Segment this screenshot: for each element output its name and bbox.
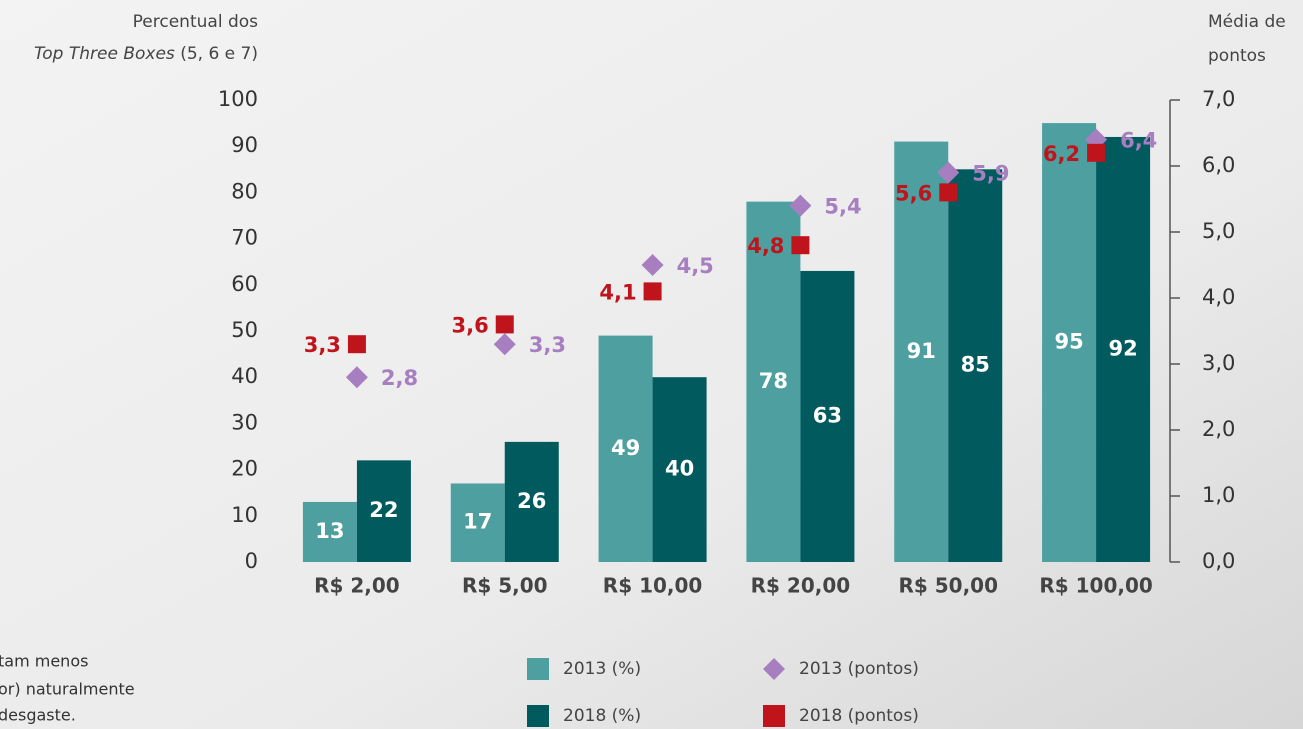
y-tick-label: 0 xyxy=(245,549,258,573)
y-tick-label: 70 xyxy=(231,226,258,250)
square-marker xyxy=(1087,144,1105,162)
x-tick-label: R$ 50,00 xyxy=(898,574,998,598)
square-marker xyxy=(496,315,514,333)
annotation: or) naturalmente xyxy=(0,680,135,699)
x-tick-label: R$ 5,00 xyxy=(462,574,548,598)
y2-tick-label: 0,0 xyxy=(1202,549,1235,573)
annotation: tam menos xyxy=(0,652,88,671)
bar-value-label: 91 xyxy=(907,339,936,363)
legend-label: 2018 (pontos) xyxy=(799,706,919,726)
y-tick-label: 40 xyxy=(231,364,258,388)
bar-value-label: 22 xyxy=(369,498,398,522)
point-value-label: 3,3 xyxy=(529,333,566,357)
square-marker xyxy=(348,335,366,353)
y-tick-label: 80 xyxy=(231,179,258,203)
bar-value-label: 13 xyxy=(315,519,344,543)
y2-tick-label: 3,0 xyxy=(1202,351,1235,375)
chart: Percentual dos Top Three Boxes (5, 6 e 7… xyxy=(0,0,1303,729)
point-value-label: 4,8 xyxy=(747,234,784,258)
point-value-label: 4,5 xyxy=(677,254,714,278)
legend-swatch xyxy=(527,658,549,680)
bar-value-label: 17 xyxy=(463,510,492,534)
y-tick-label: 50 xyxy=(231,318,258,342)
y-tick-label: 100 xyxy=(218,87,258,111)
y2-axis-title: Média de xyxy=(1208,12,1286,32)
y2-tick-label: 2,0 xyxy=(1202,417,1235,441)
x-tick-label: R$ 2,00 xyxy=(314,574,400,598)
legend-swatch xyxy=(763,705,785,727)
y-tick-label: 20 xyxy=(231,457,258,481)
y2-tick-label: 6,0 xyxy=(1202,153,1235,177)
point-value-label: 3,3 xyxy=(304,333,341,357)
point-value-label: 3,6 xyxy=(452,313,489,337)
bar-value-label: 95 xyxy=(1054,330,1083,354)
point-value-label: 2,8 xyxy=(381,366,418,390)
y2-tick-label: 1,0 xyxy=(1202,483,1235,507)
bar-value-label: 49 xyxy=(611,436,640,460)
legend-label: 2013 (pontos) xyxy=(799,659,919,679)
x-tick-label: R$ 100,00 xyxy=(1039,574,1152,598)
legend-label: 2013 (%) xyxy=(563,659,641,679)
y2-tick-label: 4,0 xyxy=(1202,285,1235,309)
point-value-label: 6,4 xyxy=(1120,129,1157,153)
y-tick-label: 10 xyxy=(231,503,258,527)
y2-tick-label: 7,0 xyxy=(1202,87,1235,111)
bar-value-label: 92 xyxy=(1108,336,1137,360)
y-axis-title: Percentual dos xyxy=(133,12,258,32)
x-tick-label: R$ 10,00 xyxy=(603,574,703,598)
bar-value-label: 63 xyxy=(813,403,842,427)
square-marker xyxy=(644,282,662,300)
point-value-label: 5,4 xyxy=(824,195,861,219)
bar-value-label: 78 xyxy=(759,369,788,393)
y-tick-label: 90 xyxy=(231,133,258,157)
y-axis-title-italic: Top Three Boxes xyxy=(34,44,175,64)
square-marker xyxy=(791,236,809,254)
point-value-label: 4,1 xyxy=(599,280,636,304)
annotation: desgaste. xyxy=(0,706,76,725)
bar-value-label: 26 xyxy=(517,489,546,513)
y-axis-title-rest: (5, 6 e 7) xyxy=(180,44,258,64)
x-tick-label: R$ 20,00 xyxy=(751,574,851,598)
point-value-label: 5,6 xyxy=(895,181,932,205)
legend-swatch xyxy=(527,705,549,727)
bar-value-label: 40 xyxy=(665,457,694,481)
y-tick-label: 60 xyxy=(231,272,258,296)
y-tick-label: 30 xyxy=(231,410,258,434)
point-value-label: 5,9 xyxy=(972,162,1009,186)
y2-axis-title: pontos xyxy=(1208,46,1266,66)
y-axis-title: Top Three Boxes (5, 6 e 7) xyxy=(34,44,258,64)
point-value-label: 6,2 xyxy=(1043,142,1080,166)
legend-label: 2018 (%) xyxy=(563,706,641,726)
bar-value-label: 85 xyxy=(961,353,990,377)
square-marker xyxy=(939,183,957,201)
y2-tick-label: 5,0 xyxy=(1202,219,1235,243)
